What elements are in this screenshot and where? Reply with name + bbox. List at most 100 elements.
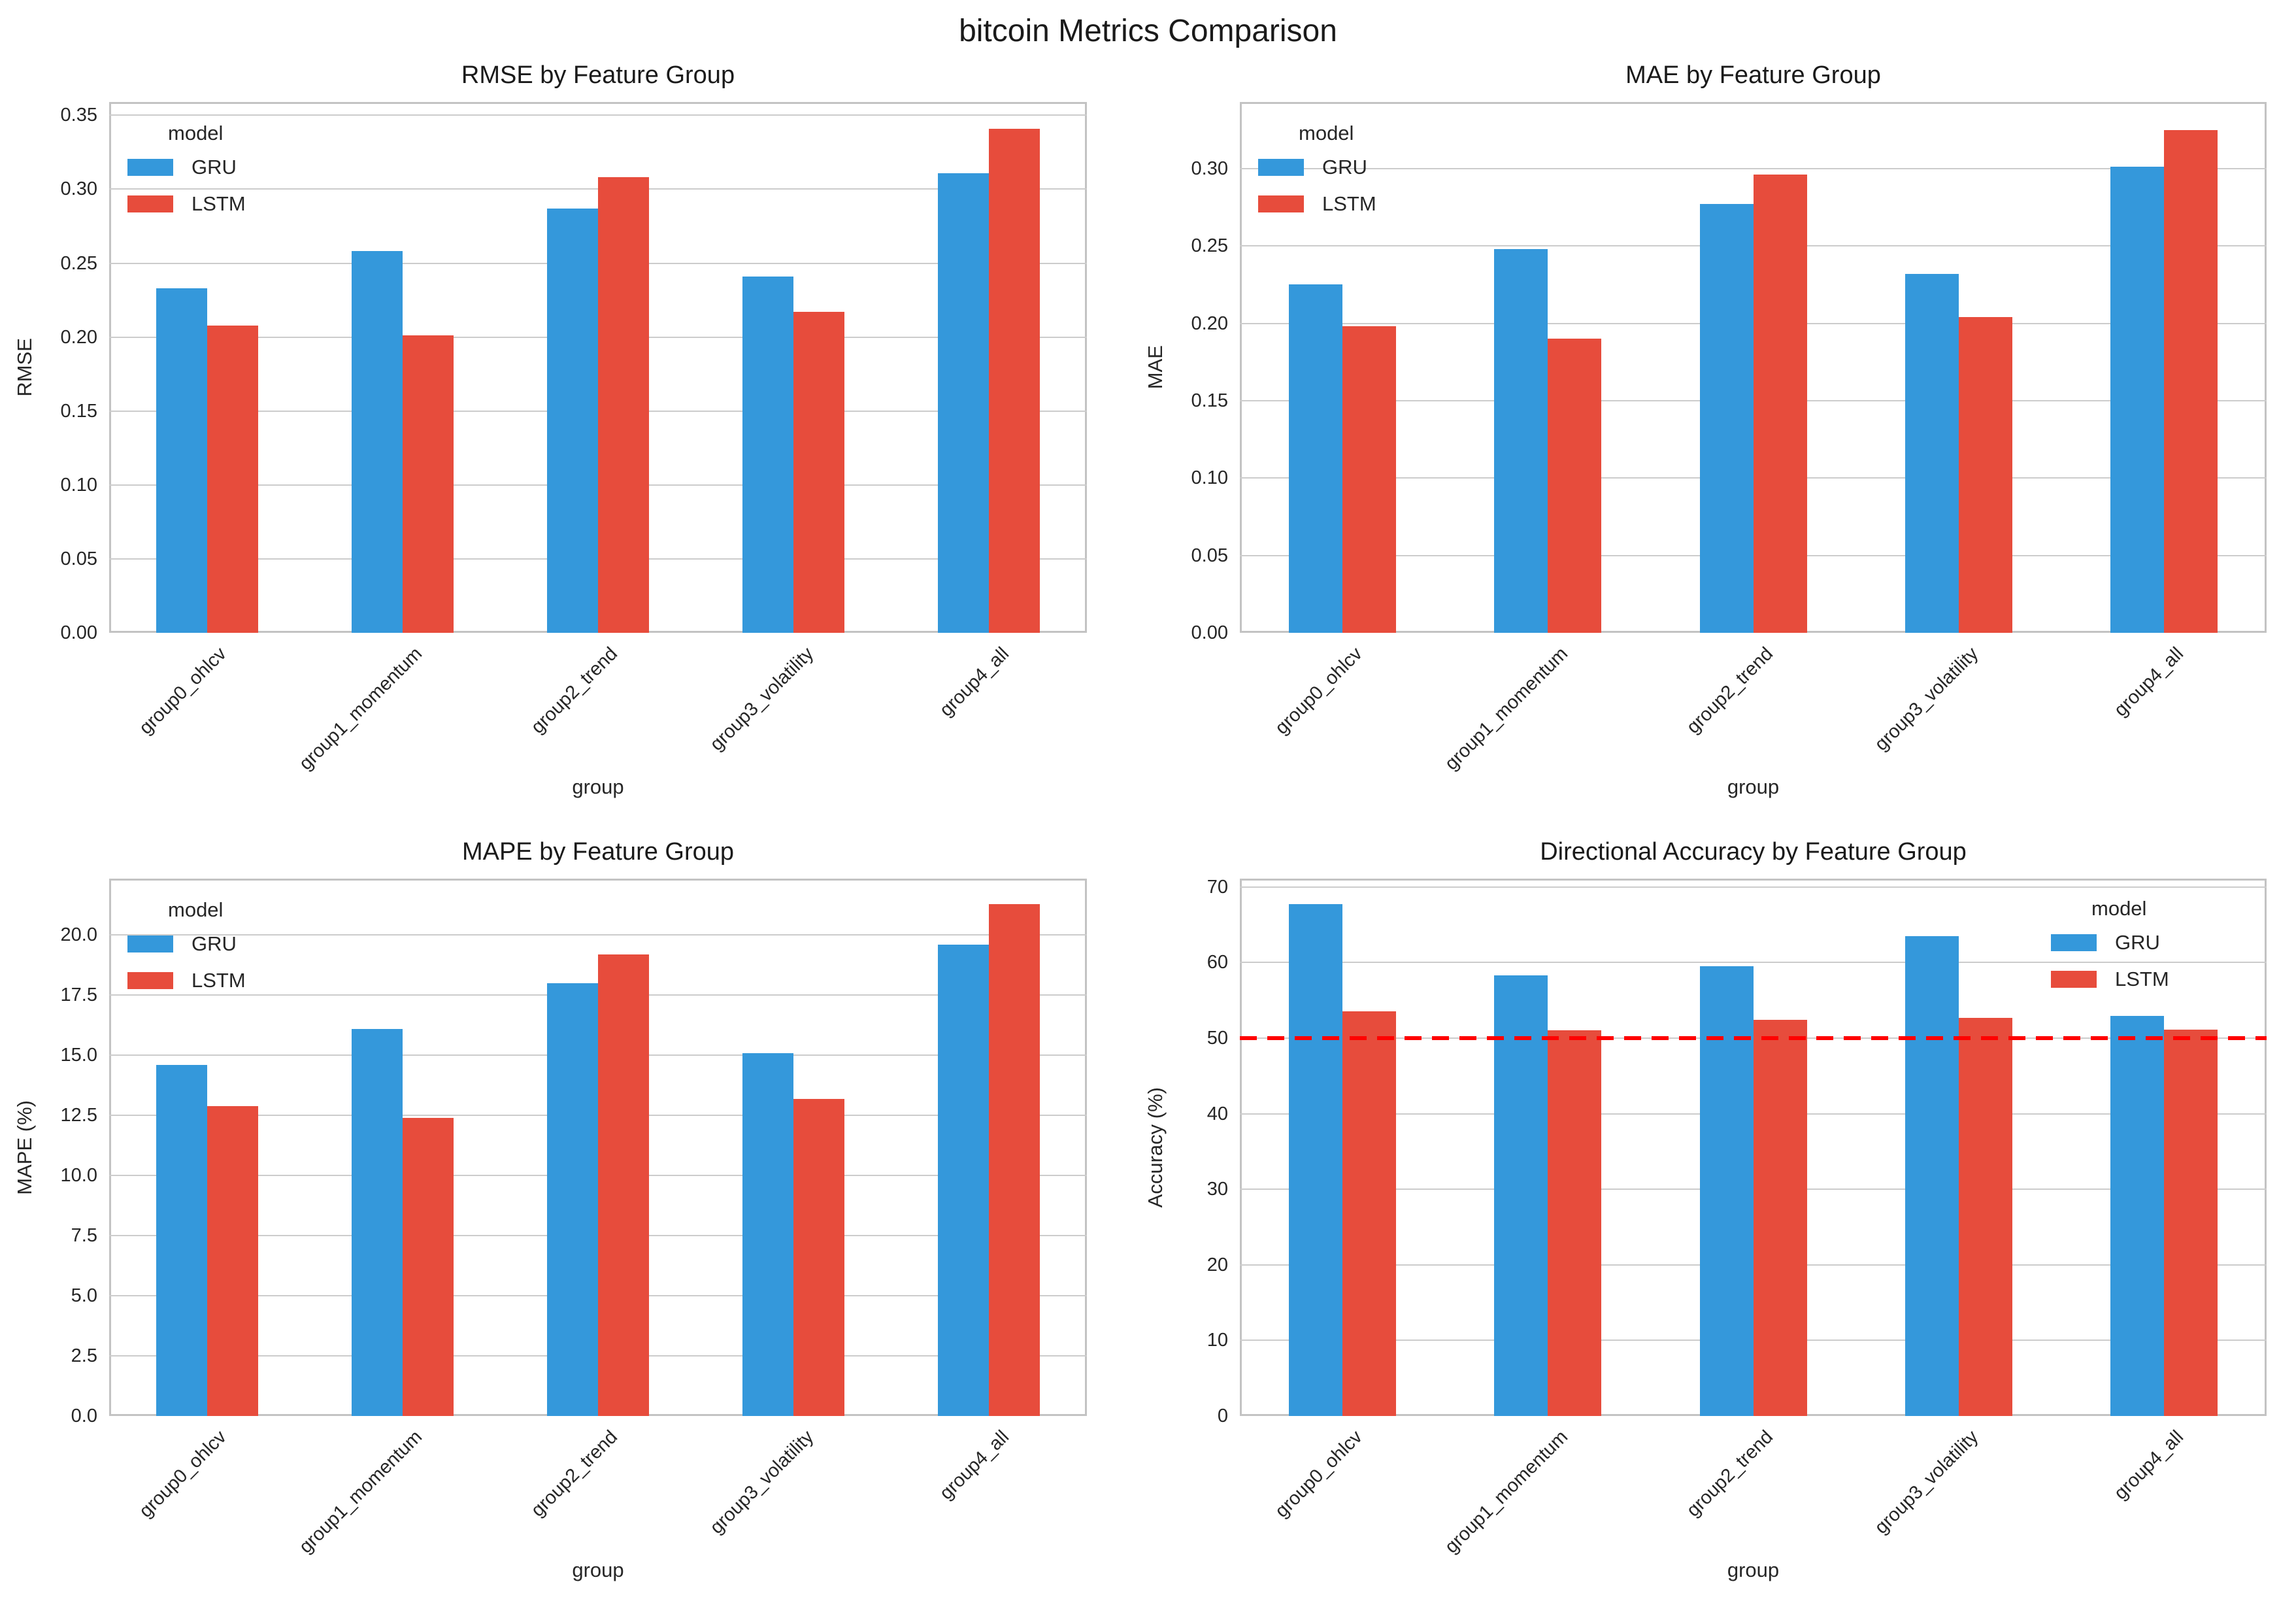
y-tick-label: 20 bbox=[1206, 1254, 1228, 1275]
bar-LSTM-group1_momentum bbox=[402, 1117, 454, 1416]
figure-title: bitcoin Metrics Comparison bbox=[959, 14, 1337, 48]
legend-label: LSTM bbox=[1322, 192, 1376, 215]
gridline bbox=[109, 558, 1087, 560]
y-tick-label: 0.20 bbox=[1191, 312, 1228, 334]
legend-label: LSTM bbox=[191, 969, 246, 992]
bar-GRU-group2_trend bbox=[547, 208, 598, 633]
bar-LSTM-group4_all bbox=[2163, 129, 2218, 633]
bar-LSTM-group1_momentum bbox=[402, 335, 454, 633]
plot-area bbox=[109, 879, 1087, 1416]
gridline bbox=[109, 114, 1087, 116]
bar-LSTM-group2_trend bbox=[598, 954, 649, 1416]
bar-LSTM-group3_volatility bbox=[1958, 1017, 2012, 1416]
y-tick-label: 0.15 bbox=[60, 400, 97, 422]
gridline bbox=[109, 1115, 1087, 1117]
legend-swatch-gru bbox=[2051, 934, 2097, 951]
y-tick-label: 0.10 bbox=[1191, 467, 1228, 489]
y-tick-label: 12.5 bbox=[60, 1105, 97, 1126]
legend-entry-lstm: LSTM bbox=[2051, 968, 2169, 991]
gridline bbox=[1240, 1188, 2267, 1190]
gridline bbox=[109, 410, 1087, 412]
y-tick-label: 0.35 bbox=[60, 105, 97, 126]
gridline bbox=[109, 262, 1087, 264]
legend-swatch-lstm bbox=[2051, 971, 2097, 988]
gridline bbox=[1240, 886, 2267, 888]
gridline bbox=[109, 1175, 1087, 1177]
bar-GRU-group1_momentum bbox=[1494, 975, 1548, 1416]
x-axis-label: group bbox=[572, 775, 624, 798]
y-tick-label: 0.10 bbox=[60, 474, 97, 496]
legend-swatch-gru bbox=[127, 159, 173, 176]
subplot-title: RMSE by Feature Group bbox=[461, 61, 735, 89]
legend-label: LSTM bbox=[191, 192, 246, 215]
legend-label: GRU bbox=[1322, 156, 1367, 178]
legend-label: GRU bbox=[2115, 931, 2160, 954]
bar-GRU-group3_volatility bbox=[742, 1053, 794, 1416]
gridline bbox=[1240, 1037, 2267, 1039]
y-tick-label: 0.05 bbox=[1191, 545, 1228, 566]
bar-GRU-group2_trend bbox=[1699, 966, 1754, 1416]
gridline bbox=[109, 1355, 1087, 1357]
gridline bbox=[109, 336, 1087, 338]
y-tick-label: 60 bbox=[1206, 952, 1228, 973]
bar-GRU-group0_ohlcv bbox=[156, 1065, 207, 1416]
y-tick-label: 0 bbox=[1217, 1406, 1228, 1426]
gridline bbox=[1240, 1113, 2267, 1115]
y-axis-label: MAE bbox=[1144, 345, 1167, 390]
bar-GRU-group1_momentum bbox=[351, 251, 403, 633]
legend: model GRU LSTM bbox=[127, 898, 246, 1005]
bar-LSTM-group3_volatility bbox=[1958, 317, 2012, 633]
gridline bbox=[1240, 477, 2267, 479]
legend-title: model bbox=[1299, 122, 1354, 144]
bar-GRU-group3_volatility bbox=[742, 276, 794, 633]
gridline bbox=[1240, 1340, 2267, 1341]
gridline bbox=[109, 188, 1087, 190]
bar-GRU-group0_ohlcv bbox=[156, 288, 207, 633]
bar-GRU-group4_all bbox=[938, 945, 990, 1416]
subplot-title: MAE by Feature Group bbox=[1625, 61, 1881, 89]
y-tick-label: 5.0 bbox=[71, 1285, 97, 1307]
bar-GRU-group4_all bbox=[938, 173, 990, 633]
bar-LSTM-group0_ohlcv bbox=[207, 325, 258, 633]
gridline bbox=[109, 934, 1087, 936]
y-tick-label: 0.20 bbox=[60, 326, 97, 348]
y-tick-label: 0.30 bbox=[1191, 158, 1228, 179]
legend-title: model bbox=[168, 122, 224, 144]
bar-LSTM-group2_trend bbox=[1753, 175, 1807, 633]
y-axis-label: Accuracy (%) bbox=[1144, 1087, 1167, 1208]
legend: model GRU LSTM bbox=[127, 122, 246, 229]
legend-swatch-lstm bbox=[127, 195, 173, 212]
bar-GRU-group1_momentum bbox=[1494, 248, 1548, 633]
y-tick-label: 0.00 bbox=[1191, 622, 1228, 643]
y-axis-label: RMSE bbox=[13, 338, 36, 397]
legend-entry-lstm: LSTM bbox=[127, 192, 246, 216]
y-tick-label: 15.0 bbox=[60, 1045, 97, 1066]
legend-entry-gru: GRU bbox=[2051, 931, 2169, 954]
legend-entry-gru: GRU bbox=[1258, 156, 1376, 179]
bar-GRU-group0_ohlcv bbox=[1289, 904, 1343, 1416]
y-tick-label: 7.5 bbox=[71, 1225, 97, 1247]
y-tick-label: 30 bbox=[1206, 1179, 1228, 1200]
gridline bbox=[109, 1295, 1087, 1297]
legend-swatch-gru bbox=[127, 935, 173, 952]
legend-entry-lstm: LSTM bbox=[1258, 192, 1376, 216]
y-tick-label: 10.0 bbox=[60, 1165, 97, 1187]
reference-line-50pct bbox=[1240, 1036, 2267, 1040]
bar-LSTM-group3_volatility bbox=[793, 1098, 845, 1416]
y-tick-label: 10 bbox=[1206, 1330, 1228, 1351]
bar-GRU-group4_all bbox=[2110, 1016, 2164, 1416]
x-axis-label: group bbox=[1727, 1559, 1780, 1581]
bar-LSTM-group0_ohlcv bbox=[1342, 326, 1397, 633]
legend-swatch-gru bbox=[1258, 159, 1304, 176]
bar-LSTM-group1_momentum bbox=[1548, 339, 1602, 633]
bar-GRU-group2_trend bbox=[1699, 204, 1754, 633]
gridline bbox=[1240, 554, 2267, 556]
legend-swatch-lstm bbox=[127, 972, 173, 989]
bar-LSTM-group0_ohlcv bbox=[207, 1105, 258, 1416]
y-tick-label: 0.15 bbox=[1191, 390, 1228, 411]
x-axis-label: group bbox=[572, 1559, 624, 1581]
bar-GRU-group2_trend bbox=[547, 983, 598, 1416]
